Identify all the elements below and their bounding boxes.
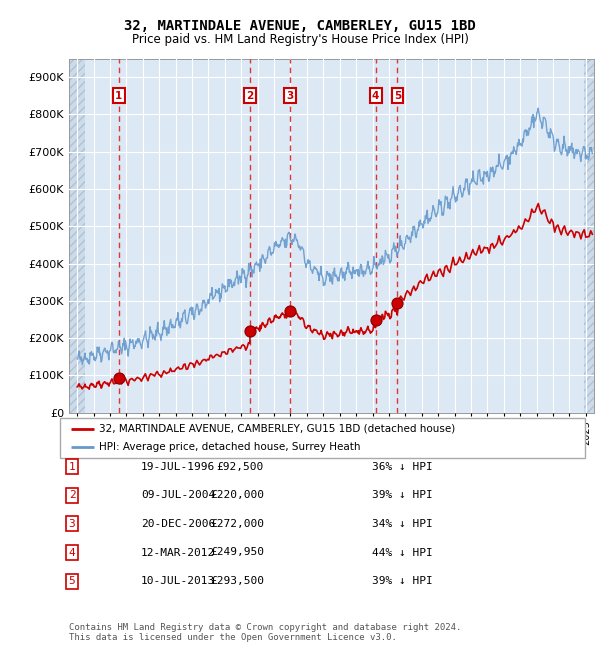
Text: 5: 5 — [394, 91, 401, 101]
Text: 10-JUL-2013: 10-JUL-2013 — [141, 576, 215, 586]
Text: 36% ↓ HPI: 36% ↓ HPI — [372, 462, 433, 472]
Text: 09-JUL-2004: 09-JUL-2004 — [141, 490, 215, 501]
Text: 2: 2 — [246, 91, 253, 101]
Text: £293,500: £293,500 — [210, 576, 264, 586]
Text: £272,000: £272,000 — [210, 519, 264, 529]
Text: 3: 3 — [286, 91, 293, 101]
Text: 34% ↓ HPI: 34% ↓ HPI — [372, 519, 433, 529]
Text: 20-DEC-2006: 20-DEC-2006 — [141, 519, 215, 529]
Text: £92,500: £92,500 — [217, 462, 264, 472]
Text: 3: 3 — [68, 519, 76, 529]
Text: 12-MAR-2012: 12-MAR-2012 — [141, 547, 215, 558]
Text: Contains HM Land Registry data © Crown copyright and database right 2024.
This d: Contains HM Land Registry data © Crown c… — [69, 623, 461, 642]
Text: 4: 4 — [372, 91, 379, 101]
Bar — [69, 58, 85, 413]
Text: 2: 2 — [68, 490, 76, 501]
Text: 4: 4 — [68, 547, 76, 558]
Text: 44% ↓ HPI: 44% ↓ HPI — [372, 547, 433, 558]
Text: £220,000: £220,000 — [210, 490, 264, 501]
Text: £249,950: £249,950 — [210, 547, 264, 558]
Text: 5: 5 — [68, 576, 76, 586]
Text: Price paid vs. HM Land Registry's House Price Index (HPI): Price paid vs. HM Land Registry's House … — [131, 32, 469, 46]
Text: 39% ↓ HPI: 39% ↓ HPI — [372, 576, 433, 586]
Text: 32, MARTINDALE AVENUE, CAMBERLEY, GU15 1BD: 32, MARTINDALE AVENUE, CAMBERLEY, GU15 1… — [124, 19, 476, 33]
Text: 32, MARTINDALE AVENUE, CAMBERLEY, GU15 1BD (detached house): 32, MARTINDALE AVENUE, CAMBERLEY, GU15 1… — [100, 424, 455, 434]
Text: 19-JUL-1996: 19-JUL-1996 — [141, 462, 215, 472]
Text: 1: 1 — [115, 91, 122, 101]
Text: 1: 1 — [68, 462, 76, 472]
FancyBboxPatch shape — [60, 418, 585, 458]
Bar — [584, 58, 594, 413]
Text: 39% ↓ HPI: 39% ↓ HPI — [372, 490, 433, 501]
Text: HPI: Average price, detached house, Surrey Heath: HPI: Average price, detached house, Surr… — [100, 443, 361, 452]
